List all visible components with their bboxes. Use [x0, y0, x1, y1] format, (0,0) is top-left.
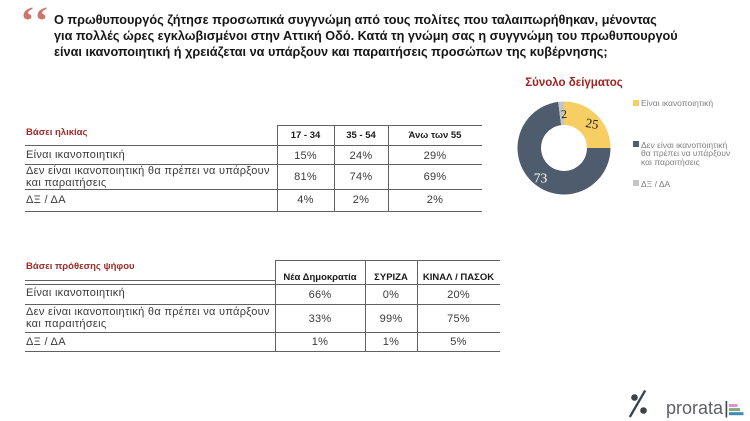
svg-text:25: 25 [584, 115, 599, 132]
svg-text:73: 73 [534, 170, 548, 185]
svg-text:2: 2 [561, 107, 568, 121]
